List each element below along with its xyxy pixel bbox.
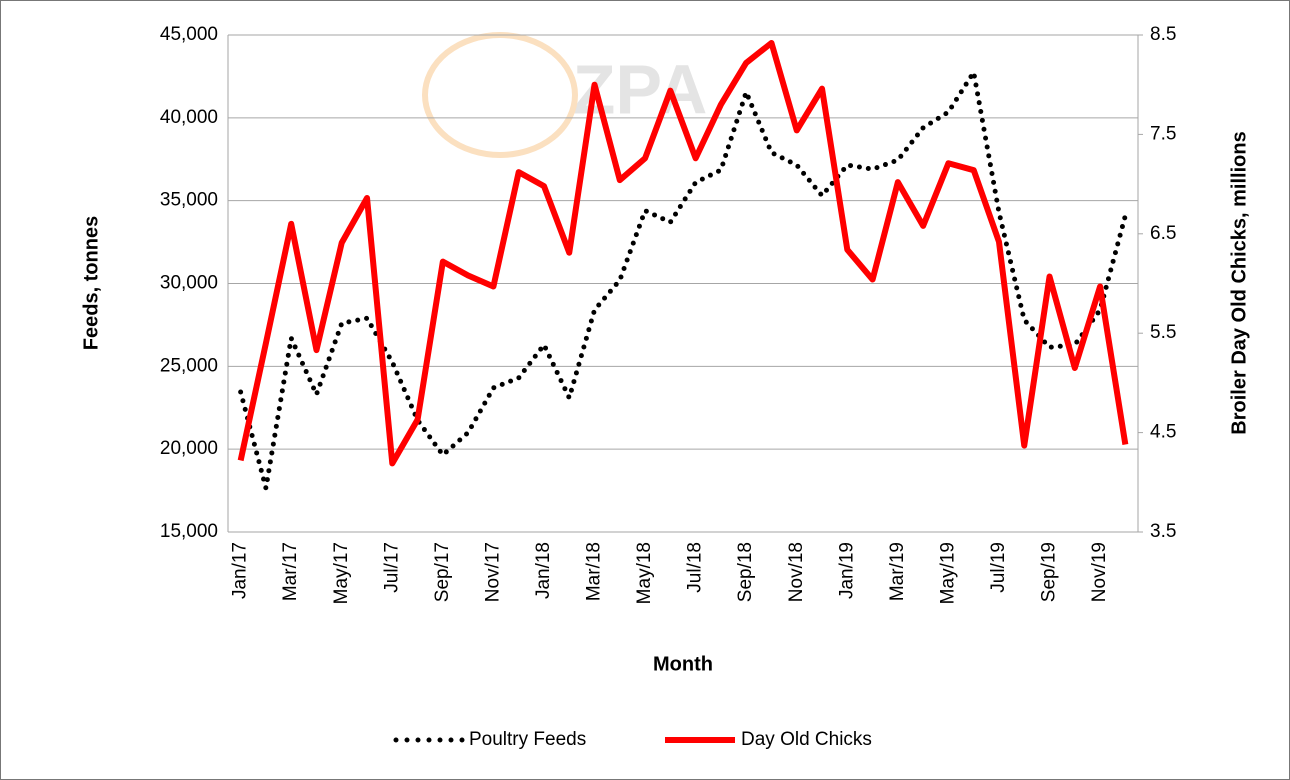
y-axis-title: Feeds, tonnes (80, 216, 102, 350)
y2-tick-label: 6.5 (1150, 223, 1176, 244)
x-tick-label: Sep/19 (1039, 542, 1060, 602)
x-tick-label: Mar/18 (584, 542, 605, 601)
y-tick-label: 30,000 (160, 273, 218, 294)
page: ZPA Month Feeds, tonnes Broiler Day Old … (0, 0, 1290, 780)
y2-tick-label: 5.5 (1150, 322, 1176, 343)
x-tick-label: Sep/18 (735, 542, 756, 602)
x-tick-label: Jul/19 (988, 542, 1009, 593)
y-tick-label: 45,000 (160, 24, 218, 45)
x-tick-label: Nov/19 (1089, 542, 1110, 602)
x-tick-label: May/19 (937, 542, 958, 604)
y-tick-label: 15,000 (160, 521, 218, 542)
x-tick-label: Mar/17 (280, 542, 301, 601)
x-tick-label: Nov/18 (786, 542, 807, 602)
x-tick-label: May/18 (634, 542, 655, 604)
legend-label: Poultry Feeds (469, 729, 586, 750)
x-tick-label: Nov/17 (482, 542, 503, 602)
x-tick-label: May/17 (331, 542, 352, 604)
y2-tick-label: 8.5 (1150, 24, 1176, 45)
x-tick-label: Jan/18 (533, 542, 554, 599)
y2-tick-label: 4.5 (1150, 422, 1176, 443)
y2-tick-label: 7.5 (1150, 123, 1176, 144)
y-tick-label: 40,000 (160, 107, 218, 128)
chart: ZPA Month Feeds, tonnes Broiler Day Old … (0, 0, 1290, 780)
y-tick-label: 25,000 (160, 355, 218, 376)
y-tick-label: 35,000 (160, 190, 218, 211)
y-tick-label: 20,000 (160, 438, 218, 459)
y2-axis-title: Broiler Day Old Chicks, millions (1228, 131, 1250, 434)
y2-tick-label: 3.5 (1150, 521, 1176, 542)
x-tick-label: Jul/17 (381, 542, 402, 593)
x-axis-title: Month (653, 653, 713, 675)
x-tick-label: Mar/19 (887, 542, 908, 601)
legend-label: Day Old Chicks (741, 729, 872, 750)
x-tick-label: Jul/18 (685, 542, 706, 593)
x-tick-label: Jan/17 (230, 542, 251, 599)
x-tick-label: Sep/17 (432, 542, 453, 602)
x-tick-label: Jan/19 (836, 542, 857, 599)
